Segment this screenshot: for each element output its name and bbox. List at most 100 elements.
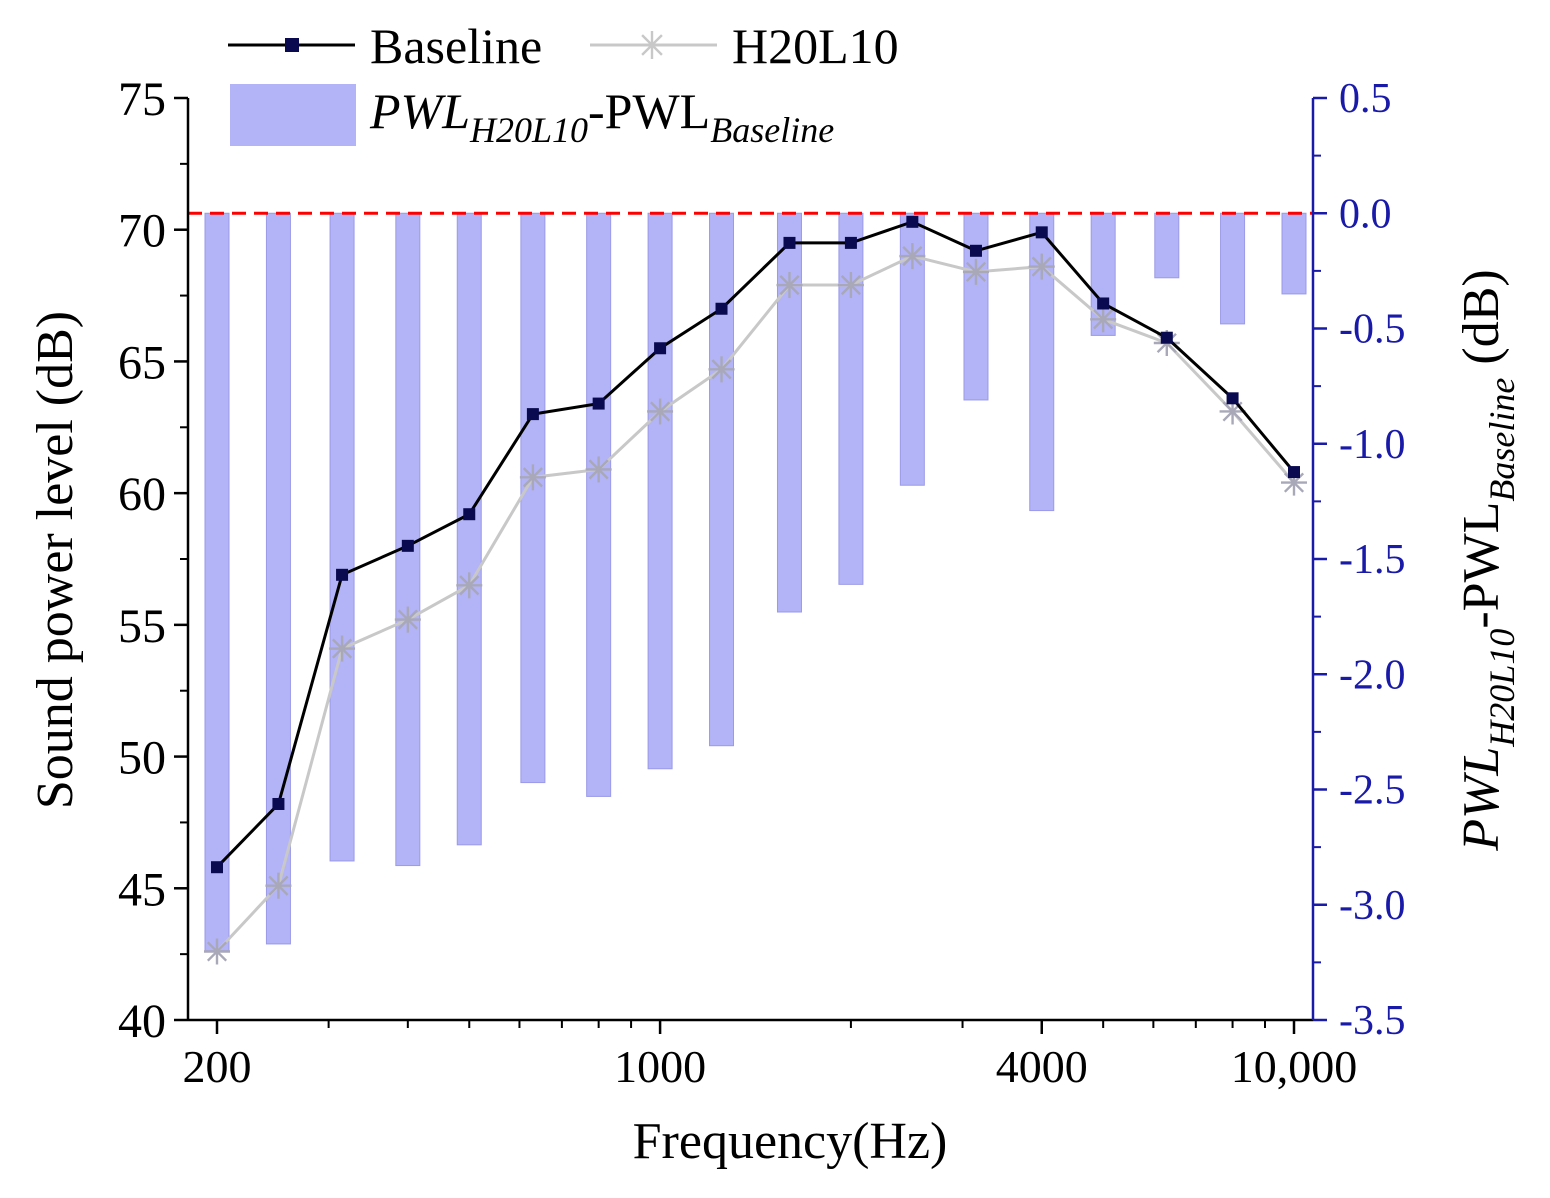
difference-bar	[520, 212, 546, 784]
baseline-point	[969, 244, 982, 257]
x-tick-label: 1000	[614, 1041, 706, 1092]
x-axis-label: Frequency(Hz)	[633, 1113, 948, 1170]
h20l10-point	[329, 635, 356, 662]
difference-bar	[647, 212, 673, 770]
baseline-point	[844, 236, 857, 249]
h20l10-point	[837, 272, 864, 299]
difference-bar	[1281, 212, 1307, 295]
star-stroke	[268, 875, 289, 896]
axes	[174, 96, 1327, 1034]
baseline-point	[1035, 226, 1048, 239]
h20l10-point	[776, 272, 803, 299]
y-right-tick-label: 0.5	[1339, 76, 1392, 122]
h20l10-point	[962, 258, 989, 285]
star-stroke	[522, 467, 543, 488]
star-stroke	[965, 261, 987, 282]
legend-difference-swatch	[230, 84, 356, 146]
star-stroke	[588, 459, 609, 480]
difference-bar	[838, 212, 864, 585]
h20l10-point	[1090, 306, 1117, 333]
h20l10-point	[585, 456, 612, 483]
star-stroke	[459, 575, 480, 596]
star-stroke	[332, 638, 353, 659]
difference-bar	[265, 212, 291, 945]
x-tick-label: 10,000	[1231, 1041, 1358, 1092]
star-stroke	[1093, 309, 1114, 330]
baseline-point	[906, 215, 919, 228]
y-right-tick-label: -0.5	[1339, 307, 1406, 353]
y-left-tick-label: 65	[118, 336, 166, 389]
h20l10-point	[204, 938, 230, 965]
baseline-point	[1226, 392, 1239, 405]
y-left-tick-label: 55	[118, 600, 166, 653]
y-left-tick-label: 70	[118, 205, 166, 258]
x-tick-label: 4000	[996, 1041, 1088, 1092]
baseline-point	[211, 861, 223, 874]
legend-difference-label: PWLH20L10-PWLBaseline	[369, 83, 834, 150]
baseline-point	[592, 397, 605, 410]
star-stroke	[840, 274, 861, 296]
star-stroke	[650, 401, 671, 422]
h20l10-series	[204, 243, 1307, 965]
legend-h20l10-marker	[638, 31, 666, 59]
y-right-tick-label: -3.5	[1339, 998, 1406, 1044]
star-stroke	[397, 609, 418, 630]
y-left-tick-label: 75	[118, 73, 166, 126]
difference-bar	[1220, 212, 1246, 325]
star-stroke	[711, 359, 732, 380]
x-tick-label: 200	[183, 1041, 252, 1092]
y-right-tick-label: -2.0	[1339, 652, 1406, 698]
tick-labels: 40 45 50 55 60 65 70 75 0.5 0.0 -0.5 -1.0 -1.5 -2.0 -2…	[118, 73, 1406, 1092]
difference-bar	[329, 212, 355, 862]
y-axis-left-label: Sound power level (dB)	[27, 311, 84, 809]
h20l10-point	[1028, 253, 1055, 280]
difference-bar	[1090, 212, 1116, 336]
legend-h20l10-label: H20L10	[732, 18, 899, 74]
star-stroke	[641, 34, 663, 56]
star-stroke	[902, 246, 923, 267]
star-stroke	[779, 274, 800, 296]
baseline-point	[526, 408, 539, 421]
difference-bar	[963, 212, 989, 401]
star-stroke	[206, 941, 228, 962]
baseline-series	[211, 215, 1300, 874]
legend-baseline-marker	[285, 38, 299, 52]
baseline-point	[783, 236, 796, 249]
baseline-point	[654, 342, 667, 355]
h20l10-point	[647, 398, 674, 425]
baseline-point	[401, 539, 414, 552]
baseline-point	[1097, 297, 1110, 310]
baseline-point	[1288, 466, 1300, 479]
y-left-tick-label: 45	[118, 863, 166, 916]
difference-bar	[456, 212, 482, 846]
baseline-point	[463, 508, 476, 521]
y-left-tick-label: 40	[118, 995, 166, 1048]
h20l10-point	[708, 356, 735, 383]
y-left-tick-label: 50	[118, 732, 166, 785]
h20l10-point	[265, 872, 292, 899]
y-right-tick-label: -1.5	[1339, 537, 1406, 583]
baseline-line	[215, 220, 1296, 869]
h20l10-point	[394, 606, 421, 633]
difference-bar	[1154, 212, 1180, 279]
y-right-tick-label: 0.0	[1339, 191, 1392, 237]
legend-baseline-label: Baseline	[370, 18, 542, 74]
difference-bar	[709, 212, 735, 747]
y-right-tick-label: -1.0	[1339, 422, 1406, 468]
baseline-point	[715, 302, 728, 315]
h20l10-point	[1281, 469, 1307, 496]
star-stroke	[1283, 472, 1305, 493]
y-left-tick-label: 60	[118, 468, 166, 521]
baseline-point	[336, 568, 349, 581]
difference-bar	[395, 212, 421, 867]
difference-bar	[204, 212, 230, 952]
legend: Baseline H20L10 PWLH20L10-PWLBaseline	[228, 18, 899, 150]
baseline-point	[1160, 331, 1173, 344]
h20l10-point	[899, 243, 926, 270]
legend-star-glyph	[638, 31, 666, 59]
h20l10-point	[519, 464, 546, 491]
y-right-tick-label: -2.5	[1339, 768, 1406, 814]
star-stroke	[1031, 256, 1052, 277]
baseline-point	[272, 797, 285, 810]
